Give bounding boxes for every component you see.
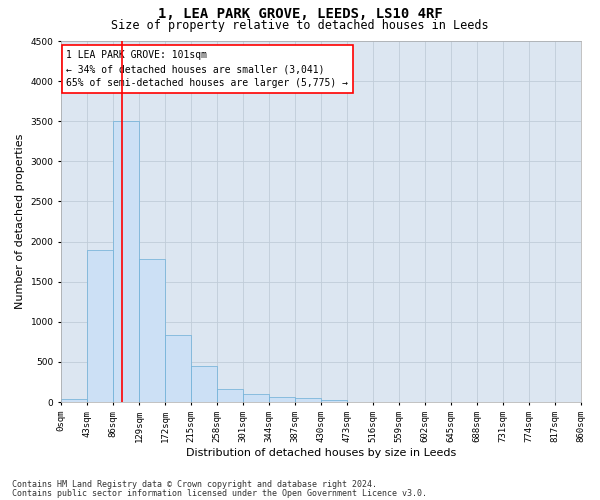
Bar: [113, 121, 139, 402]
Bar: [87, 250, 113, 402]
Text: Size of property relative to detached houses in Leeds: Size of property relative to detached ho…: [111, 19, 489, 32]
Bar: [321, 400, 347, 402]
Text: Contains public sector information licensed under the Open Government Licence v3: Contains public sector information licen…: [12, 488, 427, 498]
Bar: [295, 398, 321, 402]
Bar: [191, 366, 217, 402]
Bar: [217, 389, 243, 402]
Bar: [243, 394, 269, 402]
X-axis label: Distribution of detached houses by size in Leeds: Distribution of detached houses by size …: [186, 448, 456, 458]
Y-axis label: Number of detached properties: Number of detached properties: [15, 134, 25, 309]
Bar: [61, 399, 87, 402]
Bar: [269, 397, 295, 402]
Bar: [165, 336, 191, 402]
Bar: [139, 259, 165, 402]
Text: 1, LEA PARK GROVE, LEEDS, LS10 4RF: 1, LEA PARK GROVE, LEEDS, LS10 4RF: [158, 8, 442, 22]
Text: Contains HM Land Registry data © Crown copyright and database right 2024.: Contains HM Land Registry data © Crown c…: [12, 480, 377, 489]
Text: 1 LEA PARK GROVE: 101sqm
← 34% of detached houses are smaller (3,041)
65% of sem: 1 LEA PARK GROVE: 101sqm ← 34% of detach…: [67, 50, 349, 88]
